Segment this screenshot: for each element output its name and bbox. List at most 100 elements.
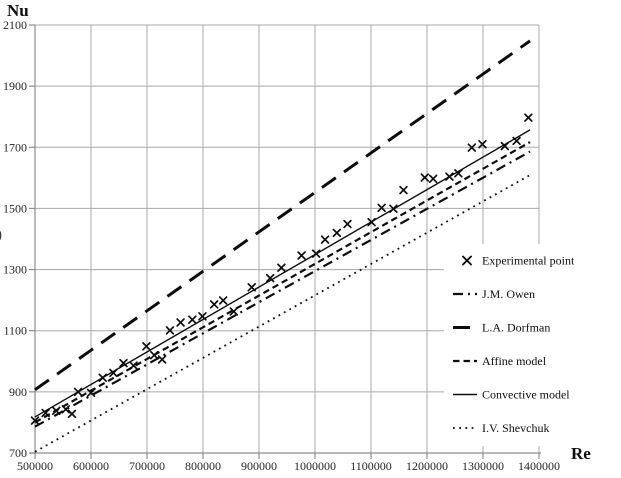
scatter-point [229,307,239,316]
marker-stroke [462,255,472,266]
marker-stroke [428,174,438,184]
marker-stroke [247,283,256,292]
marker-stroke [524,113,533,122]
marker-stroke [198,312,207,321]
marker-stroke [209,300,219,309]
scatter-point [247,283,256,292]
scatter-point [176,318,185,327]
scatter-point [467,143,477,152]
legend-item: Experimental point [462,254,575,268]
scatter-point [265,273,275,283]
marker-stroke [454,169,463,178]
x-tick-label: 600000 [73,459,109,473]
series-line-dashed [34,141,531,424]
scatter-point [142,342,151,351]
marker-stroke [188,315,197,324]
scatter-point [367,217,376,227]
marker-stroke [86,388,96,398]
marker-stroke [467,143,477,152]
y-tick-label: 1300 [3,263,27,277]
marker-stroke [150,350,159,360]
legend-background [444,244,621,446]
scatter-point [61,405,71,414]
marker-stroke [367,217,376,227]
marker-stroke [332,228,342,238]
scatter-point [428,174,438,184]
x-tick-label: 1300000 [462,459,504,473]
scatter-point [30,416,40,425]
y-tick-label: 1700 [3,140,27,154]
y-tick-label: 900 [9,385,27,399]
scatter-point [454,169,463,178]
x-tick-label: 800000 [185,459,221,473]
legend-label: I.V. Shevchuk [482,421,549,435]
marker-stroke [265,273,275,283]
marker-stroke [30,416,40,425]
x-tick-label: 500000 [17,459,53,473]
scatter-point [129,361,138,370]
marker-stroke [119,358,128,368]
scatter-point [277,263,286,272]
legend-label: J.M. Owen [482,287,535,301]
x-tick-label: 900000 [241,459,277,473]
marker-stroke [478,139,487,149]
scatter-point [41,408,50,418]
x-tick-label: 1200000 [406,459,448,473]
legend-label: Experimental point [482,254,575,268]
scatter-point [150,350,159,360]
series-line-dash-dot [34,150,531,428]
y-tick-label: 1100 [3,324,27,338]
scatter-point [98,373,108,383]
marker-stroke [109,368,118,378]
legend-item: L.A. Dorfman [453,321,550,335]
legend-item: Affine model [453,354,547,368]
marker-stroke [98,373,108,383]
marker-stroke [377,203,386,213]
scatter-point [389,204,398,213]
marker-stroke [500,141,510,151]
scatter-point [218,296,228,305]
scatter-point [524,113,533,122]
marker-stroke [445,172,454,181]
marker-stroke [343,219,352,229]
marker-stroke [41,408,50,418]
scatter-point [119,358,128,368]
scatter-series [30,113,533,425]
scatter-point [445,172,454,181]
y-tick-label: 1500 [3,201,27,215]
marker-stroke [320,235,330,244]
scatter-point [157,355,167,364]
legend-label: Affine model [482,354,547,368]
scatter-point [320,235,330,244]
legend-item: J.M. Owen [453,287,535,301]
x-tick-label: 1400000 [518,459,560,473]
legend-label: Convective model [482,388,570,402]
marker-stroke [297,251,306,260]
scatter-point [311,249,321,258]
marker-stroke [311,249,321,258]
y-axis-title: Nu [7,1,29,20]
scatter-point [86,388,96,398]
scatter-point [377,203,386,213]
legend-item: Convective model [453,388,570,402]
cropped-text-artifact: ) [0,227,2,244]
y-tick-label: 700 [9,446,27,460]
scatter-point [332,228,342,238]
tick-labels: 500000 600000 700000 800000 900000 1000000 110… [3,18,560,473]
y-tick-label: 2100 [3,18,27,32]
marker-stroke [52,406,61,416]
scatter-point [343,219,352,229]
marker-stroke [399,185,408,195]
axes [29,24,541,459]
legend-sample-x-marker [462,255,472,266]
scatter-point [500,141,510,151]
marker-stroke [218,296,228,305]
marker-stroke [73,387,83,397]
scatter-point [512,136,521,146]
marker-stroke [67,409,77,419]
scatter-point [165,326,175,335]
marker-stroke [165,326,175,335]
series-line-long-dash [34,39,531,391]
